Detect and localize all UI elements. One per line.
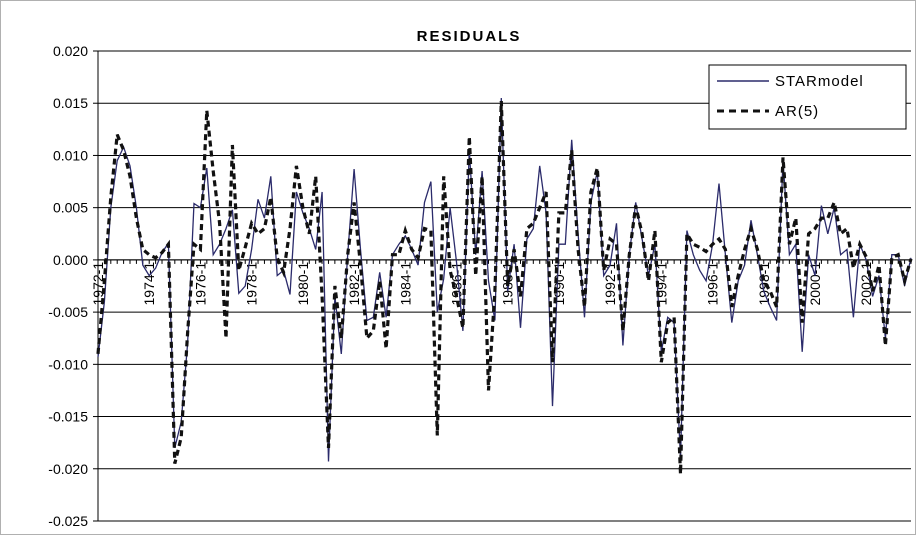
x-tick-label: 1972-1	[90, 262, 106, 306]
x-tick-label: 1998-1	[756, 262, 772, 306]
x-tick-label: 1982-1	[346, 262, 362, 306]
y-tick-label: 0.015	[53, 95, 88, 111]
x-tick-label: 1980-1	[295, 262, 311, 306]
series-ar5-line	[96, 101, 913, 475]
y-tick-label: -0.025	[48, 513, 88, 529]
y-tick-label: 0.010	[53, 147, 88, 163]
x-tick-label: 1984-1	[397, 262, 413, 306]
series-lines	[96, 97, 913, 475]
legend: STARmodel AR(5)	[708, 64, 907, 130]
x-tick-label: 1986-1	[448, 262, 464, 306]
y-tick-label: 0.005	[53, 200, 88, 216]
y-tick-label: 0.020	[53, 43, 88, 59]
x-tick-label: 1974-1	[141, 262, 157, 306]
legend-ar5-label: AR(5)	[775, 103, 819, 120]
x-tick-label: 2000-1	[807, 262, 823, 306]
x-axis: 1972-1 1974-1 1976-1 1978-1 1980-1 1982-1 1984…	[90, 259, 912, 306]
y-tick-label: -0.010	[48, 356, 88, 372]
x-tick-label: 1990-1	[551, 262, 567, 306]
chart-title: RESIDUALS	[417, 28, 522, 45]
y-tick-label: -0.015	[48, 409, 88, 425]
legend-starmodel-label: STARmodel	[775, 73, 864, 90]
y-axis: 0.020 0.015 0.010 0.005 0.000 -0.005 -0.010 -0.…	[48, 43, 99, 529]
x-tick-label: 1976-1	[192, 262, 208, 306]
legend-box	[708, 64, 907, 130]
x-tick-label: 1996-1	[705, 262, 721, 306]
y-tick-label: -0.005	[48, 304, 88, 320]
y-tick-label: -0.020	[48, 461, 88, 477]
y-tick-label: 0.000	[53, 252, 88, 268]
